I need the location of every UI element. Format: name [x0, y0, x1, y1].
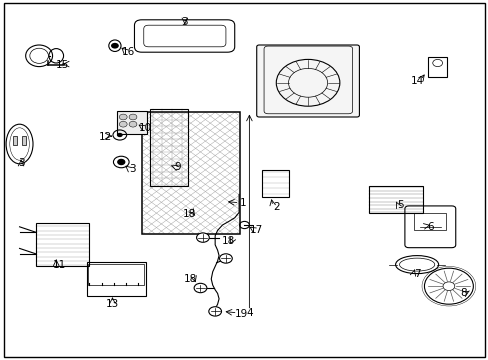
- Bar: [427, 57, 447, 77]
- Text: 5: 5: [397, 200, 404, 210]
- Text: 10: 10: [139, 123, 152, 133]
- FancyBboxPatch shape: [256, 45, 359, 117]
- Text: 9: 9: [174, 162, 181, 172]
- Bar: [142, 112, 239, 234]
- Circle shape: [442, 282, 454, 291]
- Text: 18: 18: [222, 236, 235, 246]
- Text: 17: 17: [249, 225, 263, 235]
- Bar: [13, 136, 17, 145]
- Text: 15: 15: [55, 60, 69, 70]
- Circle shape: [194, 283, 206, 293]
- Text: 3: 3: [181, 17, 188, 27]
- Text: 14: 14: [409, 76, 423, 86]
- Bar: [368, 186, 422, 213]
- Text: 2: 2: [272, 202, 279, 212]
- Bar: [117, 111, 146, 134]
- Text: 3: 3: [18, 158, 24, 168]
- Text: 1: 1: [239, 198, 246, 208]
- Text: 18: 18: [183, 274, 197, 284]
- Circle shape: [117, 133, 122, 137]
- Bar: [414, 213, 446, 230]
- Text: 16: 16: [122, 47, 135, 57]
- Circle shape: [119, 121, 127, 127]
- Text: 3: 3: [128, 164, 135, 174]
- Circle shape: [119, 114, 127, 120]
- Text: 19: 19: [234, 309, 247, 319]
- Text: 4: 4: [245, 308, 252, 318]
- Bar: [88, 264, 144, 285]
- Circle shape: [219, 254, 232, 263]
- Circle shape: [129, 114, 137, 120]
- Text: 8: 8: [459, 288, 466, 298]
- Text: 7: 7: [413, 269, 420, 279]
- Circle shape: [208, 307, 221, 316]
- Bar: [36, 223, 89, 266]
- Bar: [87, 262, 145, 296]
- Text: 18: 18: [183, 209, 196, 219]
- Bar: [149, 109, 187, 186]
- Text: 13: 13: [105, 299, 119, 309]
- Text: 11: 11: [53, 260, 66, 270]
- Bar: [22, 136, 26, 145]
- Circle shape: [129, 121, 137, 127]
- Circle shape: [111, 43, 119, 49]
- Text: 6: 6: [426, 222, 433, 232]
- Bar: [262, 170, 289, 197]
- Text: 12: 12: [98, 132, 112, 142]
- Circle shape: [196, 233, 209, 242]
- Circle shape: [118, 159, 124, 165]
